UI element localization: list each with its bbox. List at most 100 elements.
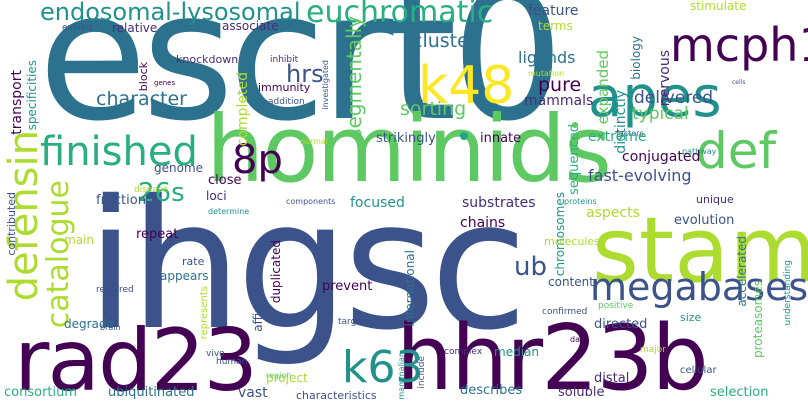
cloud-word: data	[570, 335, 589, 344]
cloud-word: confirmed	[542, 307, 588, 317]
cloud-word: hominids	[206, 96, 612, 203]
cloud-word: innate	[480, 131, 522, 146]
cloud-word: content	[548, 275, 594, 289]
cloud-word: ubiquitinated	[108, 385, 195, 400]
cloud-word: investigated	[321, 60, 330, 110]
cloud-word: vast	[238, 385, 268, 401]
cloud-word: accelerated	[735, 236, 749, 307]
cloud-word: 26s	[138, 178, 185, 208]
cloud-word: vivo	[206, 349, 225, 359]
cloud-word: k48	[418, 56, 515, 116]
cloud-word: median	[494, 345, 539, 359]
cloud-word: duplicated	[269, 240, 283, 304]
cloud-word: apes	[588, 65, 722, 130]
cloud-word: region	[266, 371, 292, 380]
cloud-word: substrates	[462, 195, 536, 211]
cloud-word: components	[286, 197, 336, 206]
cloud-word: megabases	[590, 265, 808, 309]
cloud-word: represents	[199, 286, 210, 340]
cloud-word: sequenced	[567, 124, 582, 195]
cloud-word: hhr23b	[396, 306, 709, 404]
cloud-word: required	[96, 285, 134, 295]
cloud-word: characteristics	[296, 389, 377, 402]
cloud-word: chains	[460, 215, 506, 231]
cloud-word: size	[680, 311, 702, 324]
cloud-word: describes	[460, 383, 523, 398]
cloud-word: brain	[100, 323, 121, 332]
decorative-dot	[572, 122, 578, 128]
cloud-word: typical	[632, 104, 689, 124]
cloud-word: immunity	[258, 81, 311, 94]
cloud-word: loci	[206, 189, 227, 203]
cloud-word: transport	[9, 70, 25, 135]
cloud-word: character	[96, 88, 187, 110]
cloud-word: exhibit	[62, 23, 93, 33]
cloud-word: determine	[208, 207, 250, 216]
cloud-word: relative	[112, 21, 158, 35]
cloud-word: mammalian	[397, 352, 406, 400]
cloud-word: mammals	[524, 93, 594, 109]
cloud-word: international	[403, 250, 417, 327]
cloud-word: pure	[538, 74, 582, 96]
cloud-word: ihgsc	[86, 162, 528, 369]
cloud-word: fraction	[96, 193, 146, 208]
cloud-word: directed	[594, 317, 648, 332]
cloud-word: fast-evolving	[588, 166, 692, 185]
cloud-word: unique	[696, 193, 734, 206]
cloud-word: sorting	[400, 98, 467, 120]
cloud-word: hrs	[286, 60, 324, 88]
cloud-word: 8p	[232, 137, 283, 183]
cloud-word: aspects	[586, 205, 640, 221]
decorative-dot	[460, 132, 468, 140]
cloud-word: block	[137, 62, 150, 92]
cloud-word: biology	[629, 36, 643, 80]
cloud-word: selection	[710, 385, 769, 400]
cloud-word: bind	[268, 353, 290, 364]
cloud-word: soluble	[558, 385, 605, 400]
cloud-word: nervous	[657, 50, 673, 107]
cloud-word: specificities	[25, 60, 39, 131]
cloud-word: understanding	[783, 260, 793, 326]
cloud-word: proteins	[564, 197, 597, 206]
cloud-word: rate	[182, 255, 205, 268]
cloud-word: stam	[592, 198, 808, 303]
cloud-word: segmentally	[342, 16, 366, 139]
cloud-word: delivered	[634, 88, 714, 108]
cloud-word: genome	[154, 161, 204, 175]
cloud-word: evolution	[674, 213, 735, 228]
cloud-word: escrt0	[38, 0, 564, 160]
cloud-word: molecules	[544, 235, 600, 248]
cloud-word: associate	[222, 19, 279, 33]
cloud-word: mcph1	[670, 18, 808, 72]
cloud-word: inhibit	[270, 55, 299, 65]
cloud-word: conjugated	[622, 149, 701, 165]
cloud-word: contributed	[5, 192, 18, 256]
cloud-word: affinity	[251, 290, 265, 332]
cloud-word: appears	[160, 269, 209, 283]
cloud-word: consortium	[4, 385, 78, 400]
cloud-word: distal	[594, 371, 630, 386]
cloud-word: project	[266, 371, 308, 385]
cloud-word: genes	[154, 79, 176, 87]
cloud-word: ligands	[518, 48, 576, 67]
cloud-word: major	[640, 345, 666, 355]
cloud-word: feature	[528, 3, 579, 19]
cloud-word: expanded	[594, 50, 612, 125]
cloud-word: complex	[444, 347, 483, 357]
cloud-word: cellular	[680, 365, 717, 376]
cloud-word: normal	[300, 137, 329, 146]
cloud-word: addition	[268, 97, 305, 107]
cloud-word: completed	[235, 72, 251, 147]
cloud-word: catalogue	[41, 180, 76, 329]
cloud-word: stimulate	[690, 0, 747, 13]
cloud-word: def	[696, 122, 777, 180]
cloud-word: finished	[40, 129, 198, 175]
cloud-word: disease	[134, 185, 169, 195]
cloud-word: mutation	[528, 69, 565, 78]
cloud-word: endosomal-lysosomal	[40, 0, 301, 26]
cloud-word: include	[417, 356, 427, 389]
cloud-word: focused	[350, 195, 405, 211]
cloud-word: rad23	[14, 311, 258, 404]
cloud-word: main	[64, 233, 94, 247]
